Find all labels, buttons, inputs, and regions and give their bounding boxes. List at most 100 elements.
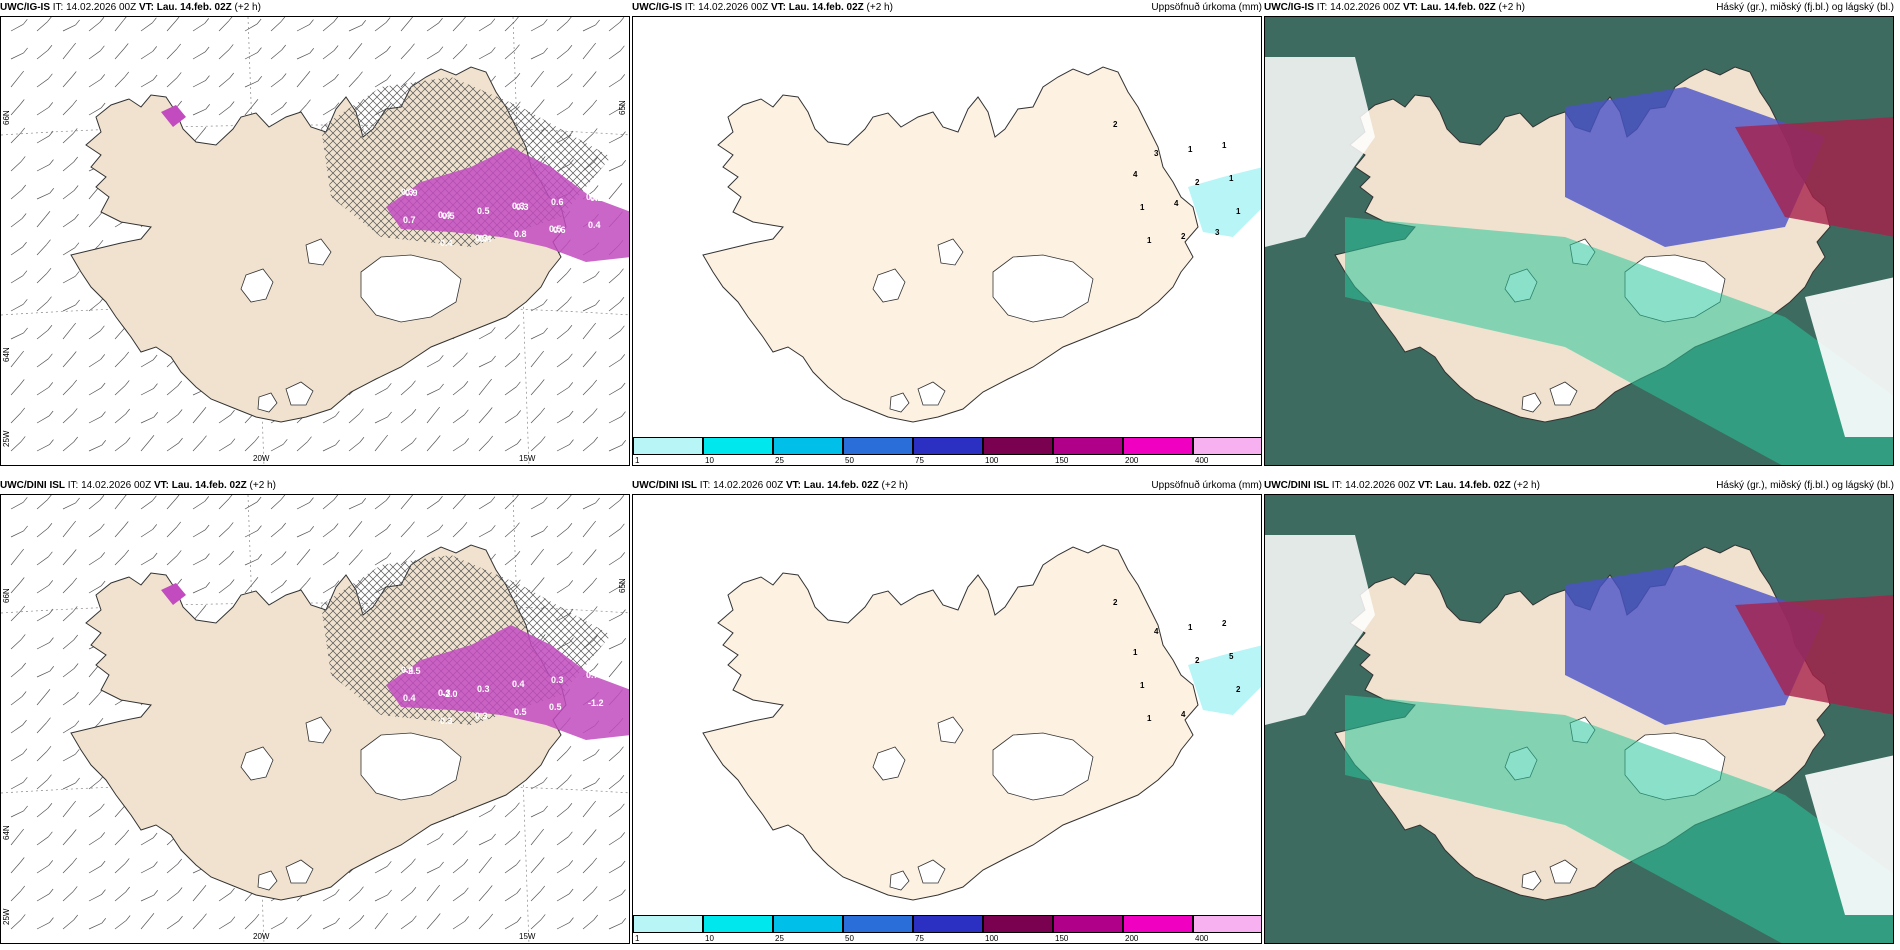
precip-value-label: 4 [1133, 170, 1138, 179]
precip-value-label: 0.4 [512, 679, 525, 689]
axis-tick-label: 15W [519, 454, 536, 463]
precip-value-label: 2 [1181, 232, 1186, 241]
glacier-outline [240, 268, 274, 303]
glacier-outline [937, 716, 964, 744]
colorbar-label: 25 [775, 934, 784, 943]
forecast-step: (+2 h) [1510, 480, 1540, 491]
cloud-layers [1265, 535, 1893, 943]
panel-header: UWC/IG-IS IT: 14.02.2026 00Z VT: Lau. 14… [0, 0, 632, 16]
precip-value-label: 4 [1181, 710, 1186, 719]
valid-time-label: VT: [1417, 480, 1433, 491]
model-name: UWC/IG-IS [0, 2, 50, 13]
glacier-outline [889, 392, 910, 413]
colorbar-swatch [843, 437, 913, 455]
colorbar-swatch [843, 915, 913, 933]
precip-areas [161, 583, 629, 740]
colorbar-swatch [1193, 915, 1261, 933]
model-name: UWC/DINI ISL [0, 480, 65, 491]
iceland-map [702, 544, 1199, 901]
colorbar-swatch [773, 437, 843, 455]
panel-header: UWC/DINI ISL IT: 14.02.2026 00Z VT: Lau.… [0, 478, 632, 494]
valid-time-label: VT: [770, 2, 786, 13]
forecast-step: (+2 h) [246, 480, 276, 491]
precip-value-label: 2 [1236, 685, 1241, 694]
map-canvas [1265, 495, 1893, 943]
model-name: UWC/DINI ISL [632, 480, 697, 491]
glacier-outline [872, 746, 906, 781]
field-title: Uppsöfnuð úrkoma (mm) [1151, 2, 1262, 13]
axis-tick-label: 15W [519, 932, 536, 941]
colorbar-label: 75 [915, 456, 924, 465]
glacier-outline [1549, 859, 1578, 884]
valid-time-label: VT: [138, 2, 154, 13]
precip-value-label: 0.4 [440, 238, 453, 248]
model-name: UWC/DINI ISL [1264, 480, 1329, 491]
precip-value-label: 0.3 [475, 711, 488, 721]
colorbar-label: 150 [1055, 934, 1069, 943]
precip-value-label: 1 [1236, 207, 1241, 216]
precip-value-label: 3 [1154, 149, 1159, 158]
colorbar-swatch [703, 915, 773, 933]
colorbar-label: 10 [705, 456, 714, 465]
precip-value-label: 0.5 [442, 211, 455, 221]
precip-value-label: 1 [1222, 141, 1227, 150]
precip-value-label: 1 [1188, 145, 1193, 154]
cloud-layers [1265, 57, 1893, 465]
colorbar-label: 100 [985, 456, 999, 465]
axis-tick-label: 65N [618, 100, 627, 115]
colorbar-swatch [913, 915, 983, 933]
map-canvas: 0.30.40.30.30.50.60.70.40.50.80.60.40.90… [1, 17, 629, 465]
precip-map-panel: 2 4 2 2 1 1 5 1 4 2 1 1 10 25 50 75 100 150 200 400 [632, 494, 1262, 944]
colorbar-label: 400 [1195, 456, 1209, 465]
glacier-outline [1521, 870, 1542, 891]
precip-value-label: 0.5 [549, 702, 562, 712]
panel-slot: UWC/IG-IS IT: 14.02.2026 00Z VT: Lau. 14… [1264, 0, 1896, 470]
colorbar-swatch [1053, 915, 1123, 933]
glacier-outline [257, 870, 278, 891]
precip-value-label: 1 [1147, 236, 1152, 245]
field-title: Uppsöfnuð úrkoma (mm) [1151, 480, 1262, 491]
precip-shading [1188, 167, 1261, 237]
colorbar-swatch [773, 915, 843, 933]
model-name: UWC/IG-IS [632, 2, 682, 13]
colorbar-label: 150 [1055, 456, 1069, 465]
model-name: UWC/IG-IS [1264, 2, 1314, 13]
precip-labels: 2 4 2 2 1 1 5 1 4 2 1 [1113, 598, 1241, 723]
precip-labels: 2 3 2 1 1 1 1 1 2 1 4 4 3 [1113, 120, 1241, 245]
glacier-outline [285, 381, 314, 406]
glacier-outline [1549, 381, 1578, 406]
wind-map-panel: 0.3 0.4 0.3 0.3 0.5 0.6 0.7 0.4 0.5 0.8 0.6 0.4 0.9 0… [0, 16, 630, 466]
glacier-outline [992, 254, 1094, 323]
panel-header: UWC/DINI ISL IT: 14.02.2026 00Z VT: Lau.… [632, 478, 1264, 494]
colorbar-swatch [983, 437, 1053, 455]
axis-tick-label: 65N [618, 578, 627, 593]
precip-value-label: 0.6 [586, 192, 599, 202]
precip-value-label: 0.4 [403, 693, 416, 703]
axis-tick-label: 25W [2, 908, 11, 925]
precip-value-label: 3 [1215, 228, 1220, 237]
precip-value-label: -2.0 [442, 689, 458, 699]
valid-time-label: VT: [153, 480, 169, 491]
panel-header: UWC/IG-IS IT: 14.02.2026 00Z VT: Lau. 14… [632, 0, 1264, 16]
valid-time-label: VT: [785, 480, 801, 491]
precip-value-label: 1 [1188, 623, 1193, 632]
colorbar-swatch [1193, 437, 1261, 455]
precip-value-label: 1 [1140, 681, 1145, 690]
precip-value-label: 1 [1133, 648, 1138, 657]
precip-value-label: 0.3 [477, 684, 490, 694]
precip-value-label: 0.3 [438, 688, 451, 698]
glacier-outline [937, 238, 964, 266]
glacier-outline [917, 381, 946, 406]
valid-time: Lau. 14.feb. 02Z [153, 2, 232, 13]
precip-areas [161, 105, 629, 262]
map-canvas [1265, 17, 1893, 465]
init-time: IT: 14.02.2026 00Z [65, 480, 154, 491]
precip-shading [1188, 645, 1261, 715]
precip-value-label: 2 [1222, 619, 1227, 628]
forecast-step: (+2 h) [231, 2, 261, 13]
glacier-outline [360, 732, 462, 801]
field-title: Háský (gr.), miðský (fj.bl.) og lágský (… [1716, 2, 1894, 13]
precip-value-label: 0.5 [477, 206, 490, 216]
colorbar-label: 200 [1125, 934, 1139, 943]
colorbar-label: 100 [985, 934, 999, 943]
